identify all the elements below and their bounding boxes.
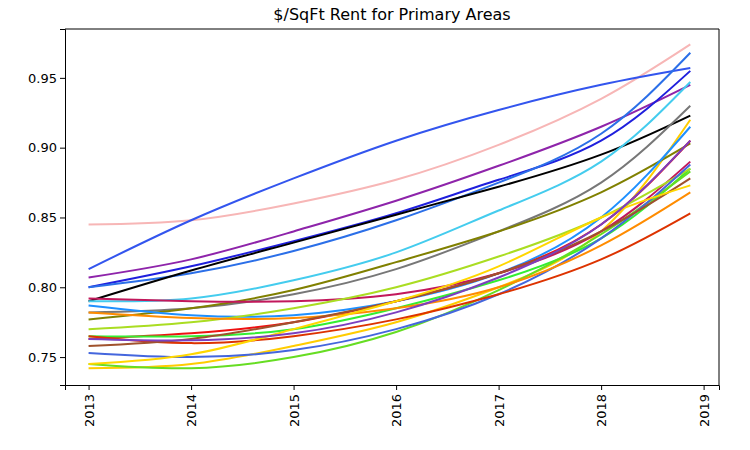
tick: 0.80 xyxy=(28,280,65,295)
tick-mark xyxy=(294,385,295,390)
tick: 2017 xyxy=(492,385,507,427)
tick-mark xyxy=(60,78,65,79)
frame xyxy=(719,29,720,385)
x-axis: 2013 2014 2015 2016 2017 2018 2019 xyxy=(66,385,720,427)
tick-mark xyxy=(601,385,602,390)
series-line xyxy=(89,192,691,319)
tick-label: 2013 xyxy=(82,394,97,427)
tick-mark xyxy=(396,385,397,390)
tick-label: 0.80 xyxy=(28,280,57,295)
tick-label: 0.95 xyxy=(28,71,57,86)
y-axis: 0.75 0.80 0.85 0.90 0.95 xyxy=(28,30,65,386)
axis-line xyxy=(66,386,720,391)
tick: 2015 xyxy=(287,385,302,427)
tick-label: 2019 xyxy=(697,394,712,427)
tick-mark xyxy=(60,148,65,149)
series-line xyxy=(89,106,691,313)
tick-mark xyxy=(499,385,500,390)
series-line xyxy=(89,120,691,369)
tick-mark xyxy=(60,287,65,288)
series-line xyxy=(89,178,691,346)
tick: 2013 xyxy=(82,385,97,427)
tick-label: 2015 xyxy=(287,394,302,427)
tick: 0.90 xyxy=(28,140,65,155)
tick-label: 0.75 xyxy=(28,350,57,365)
series-line xyxy=(89,82,691,301)
tick: 0.75 xyxy=(28,350,65,365)
tick-label: 0.90 xyxy=(28,140,57,155)
series-line xyxy=(89,141,691,341)
tick: 0.95 xyxy=(28,71,65,86)
plot: 2013 2014 2015 2016 2017 2018 2019 0.75 0.80 0.85… xyxy=(28,29,719,427)
tick: 2016 xyxy=(389,385,404,427)
tick: 2018 xyxy=(594,385,609,427)
tick-label: 2018 xyxy=(594,394,609,427)
tick-mark xyxy=(89,385,90,390)
axis-line xyxy=(60,30,66,386)
tick: 0.85 xyxy=(28,210,65,225)
chart: 2013 2014 2015 2016 2017 2018 2019 0.75 0.80 0.85… xyxy=(0,0,750,450)
series-line xyxy=(89,53,691,288)
series-line xyxy=(89,169,691,337)
series-line xyxy=(89,169,691,330)
series-group xyxy=(89,44,691,368)
series-line xyxy=(89,116,691,302)
tick: 2019 xyxy=(697,385,712,427)
tick-mark xyxy=(191,385,192,390)
tick-mark xyxy=(704,385,705,390)
tick-label: 0.85 xyxy=(28,210,57,225)
series-line xyxy=(89,85,691,278)
series-line xyxy=(89,185,691,364)
tick-mark xyxy=(60,357,65,358)
frame xyxy=(65,29,719,30)
tick-label: 2017 xyxy=(492,394,507,427)
tick-label: 2016 xyxy=(389,394,404,427)
tick: 2014 xyxy=(184,385,199,427)
series-line xyxy=(89,164,691,357)
tick-mark xyxy=(60,217,65,218)
series-line xyxy=(89,171,691,368)
tick-label: 2014 xyxy=(184,394,199,427)
title: $/SqFt Rent for Primary Areas xyxy=(273,5,510,24)
